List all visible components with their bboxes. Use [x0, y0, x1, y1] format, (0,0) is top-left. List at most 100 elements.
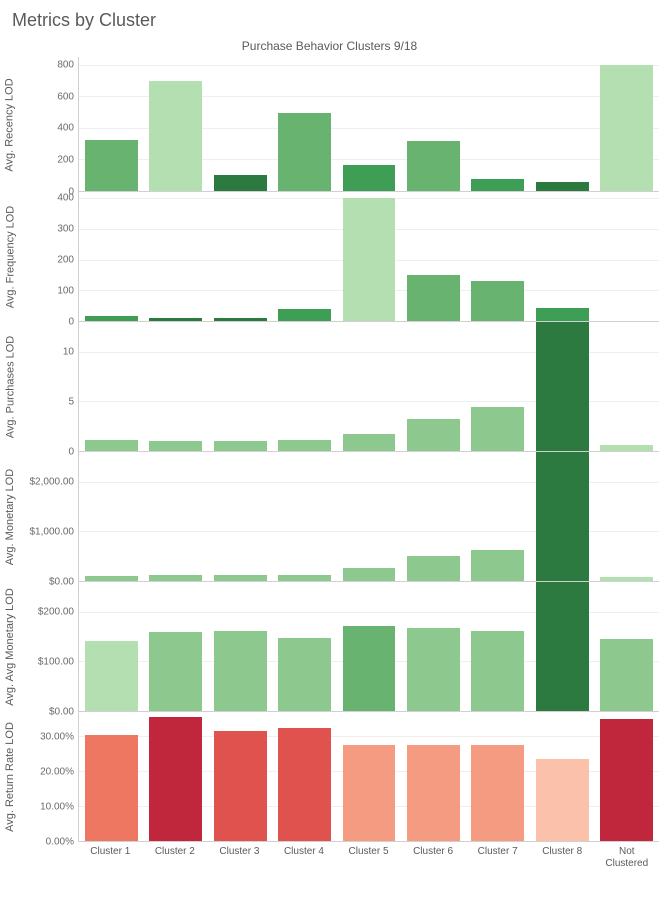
bar[interactable] [149, 575, 202, 581]
bar[interactable] [600, 719, 653, 841]
y-axis-label: Avg. Recency LOD [4, 78, 16, 171]
bar[interactable] [85, 735, 138, 841]
bar[interactable] [536, 322, 589, 451]
plot-area [78, 192, 659, 322]
panel-monetary: Avg. Monetary LOD$0.00$1,000.00$2,000.00 [0, 452, 659, 582]
bar[interactable] [471, 550, 524, 581]
bar-slot [143, 712, 207, 841]
bar[interactable] [278, 728, 331, 841]
bar[interactable] [407, 556, 460, 581]
bar-slot [530, 192, 594, 321]
y-tick-label: 30.00% [40, 731, 74, 742]
bar[interactable] [407, 628, 460, 711]
bar[interactable] [471, 407, 524, 451]
bar-slot [272, 712, 336, 841]
bar[interactable] [471, 745, 524, 841]
bar[interactable] [343, 165, 396, 191]
bar[interactable] [85, 440, 138, 451]
bar[interactable] [278, 113, 331, 191]
bar-slot [143, 452, 207, 581]
panel-avgmonetary: Avg. Avg Monetary LOD$0.00$100.00$200.00 [0, 582, 659, 712]
bar[interactable] [149, 717, 202, 841]
x-axis-label: Cluster 5 [336, 846, 401, 870]
bar[interactable] [149, 441, 202, 451]
y-tick-label: $1,000.00 [30, 527, 75, 538]
x-axis-label: Cluster 8 [530, 846, 595, 870]
bar[interactable] [214, 441, 267, 451]
bar[interactable] [214, 575, 267, 581]
bar[interactable] [343, 626, 396, 711]
bar[interactable] [407, 275, 460, 321]
bar[interactable] [85, 576, 138, 581]
bar[interactable] [85, 140, 138, 191]
x-axis-label: Cluster 1 [78, 846, 143, 870]
bar[interactable] [471, 631, 524, 711]
ytick-col: $0.00$100.00$200.00 [20, 582, 78, 712]
bar-slot [208, 452, 272, 581]
bar-slot [401, 322, 465, 451]
bar[interactable] [214, 731, 267, 841]
bar[interactable] [278, 309, 331, 321]
bar[interactable] [536, 182, 589, 191]
bar[interactable] [407, 419, 460, 451]
bar[interactable] [536, 582, 589, 711]
bar[interactable] [278, 575, 331, 581]
bar[interactable] [278, 440, 331, 451]
x-axis: Cluster 1Cluster 2Cluster 3Cluster 4Clus… [78, 842, 659, 870]
bars-container [79, 57, 659, 191]
bar-slot [79, 322, 143, 451]
bar-slot [466, 452, 530, 581]
bar[interactable] [600, 65, 653, 191]
panel-returnrate: Avg. Return Rate LOD0.00%10.00%20.00%30.… [0, 712, 659, 842]
bar-slot [143, 582, 207, 711]
bar[interactable] [407, 745, 460, 841]
bar-slot [401, 57, 465, 191]
bar-slot [466, 192, 530, 321]
bar[interactable] [85, 641, 138, 711]
bar[interactable] [536, 308, 589, 321]
bar[interactable] [149, 318, 202, 321]
chart-subtitle: Purchase Behavior Clusters 9/18 [0, 39, 659, 53]
bar[interactable] [600, 445, 653, 451]
bar-slot [337, 57, 401, 191]
y-tick-label: 100 [57, 286, 74, 297]
x-axis-label: Cluster 7 [465, 846, 530, 870]
bar-slot [337, 712, 401, 841]
bar[interactable] [407, 141, 460, 191]
bar[interactable] [278, 638, 331, 711]
bar-slot [530, 712, 594, 841]
bar-slot [401, 582, 465, 711]
bar[interactable] [149, 81, 202, 191]
bar-slot [595, 582, 659, 711]
bars-container [79, 322, 659, 451]
bar[interactable] [536, 759, 589, 841]
bar[interactable] [471, 179, 524, 191]
y-tick-label: 200 [57, 155, 74, 166]
plot-area [78, 582, 659, 712]
y-tick-label: 10.00% [40, 801, 74, 812]
bars-container [79, 582, 659, 711]
bar[interactable] [343, 568, 396, 581]
bar[interactable] [214, 318, 267, 321]
bar[interactable] [343, 434, 396, 451]
bar[interactable] [343, 198, 396, 321]
bar[interactable] [85, 316, 138, 321]
bars-container [79, 712, 659, 841]
bar-slot [272, 452, 336, 581]
y-axis-label: Avg. Frequency LOD [4, 206, 16, 309]
bar[interactable] [343, 745, 396, 841]
bar[interactable] [214, 175, 267, 191]
plot-area [78, 452, 659, 582]
bar-slot [272, 192, 336, 321]
panel-recency: Avg. Recency LOD0200400600800 [0, 57, 659, 192]
bars-container [79, 452, 659, 581]
bar[interactable] [214, 631, 267, 711]
bar-slot [337, 582, 401, 711]
bar[interactable] [600, 577, 653, 581]
y-tick-label: 20.00% [40, 766, 74, 777]
bar[interactable] [471, 281, 524, 321]
bar[interactable] [600, 639, 653, 711]
x-axis-label: Cluster 6 [401, 846, 466, 870]
bar[interactable] [149, 632, 202, 711]
bar[interactable] [536, 452, 589, 581]
